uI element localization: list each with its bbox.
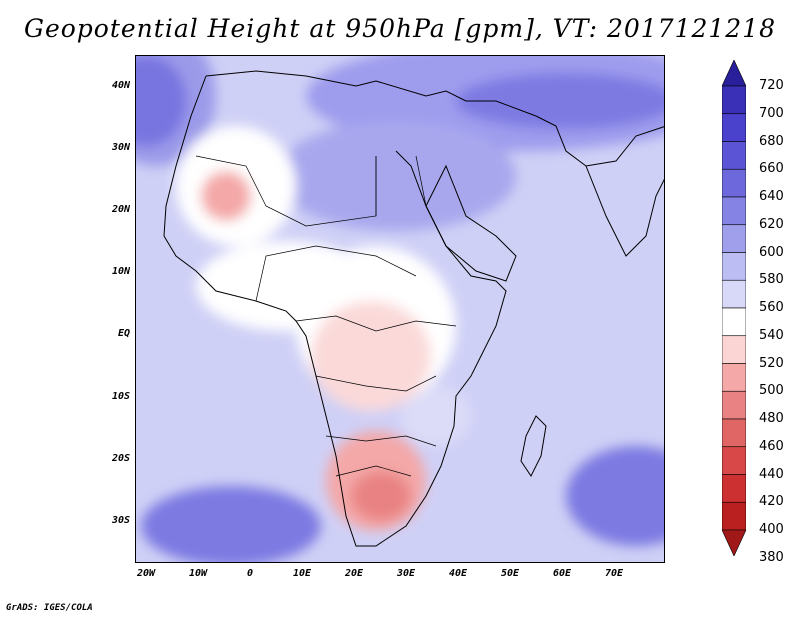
- border-congo: [315, 375, 437, 392]
- lon-tick-label: 10E: [292, 568, 312, 579]
- colorbar-swatch: [722, 418, 746, 448]
- colorbar-cells: [722, 60, 746, 556]
- lat-tick-label: 20S: [111, 453, 130, 464]
- credit-text: GrADS: IGES/COLA: [6, 603, 93, 613]
- colorbar-level-label: 580: [759, 272, 784, 288]
- map-panel: [135, 55, 665, 563]
- madagascar-coastline: [520, 415, 547, 477]
- colorbar-level-label: 380: [759, 549, 784, 565]
- colorbar-level-label: 660: [759, 161, 784, 177]
- colorbar-swatch: [722, 390, 746, 420]
- lat-tick-label: 20N: [111, 204, 130, 215]
- colorbar-swatch: [722, 335, 746, 364]
- west-sahara-low-core: [201, 171, 251, 221]
- colorbar-level-label: 480: [759, 411, 784, 426]
- colorbar-swatch: [722, 60, 746, 87]
- country-borders: [195, 155, 457, 477]
- colorbar-level-label: 680: [759, 133, 784, 149]
- border-sahel: [255, 245, 417, 302]
- colorbar-level-label: 620: [759, 216, 784, 232]
- lat-tick-label: 30N: [111, 142, 130, 153]
- atlantic-high-region: [136, 56, 216, 166]
- colorbar-swatch: [722, 224, 746, 253]
- colorbar-swatch: [722, 307, 746, 337]
- colorbar-swatch: [722, 446, 746, 475]
- colorbar-swatch: [722, 113, 746, 142]
- colorbar-level-label: 460: [759, 438, 784, 454]
- colorbar-swatch: [722, 529, 746, 556]
- colorbar-swatch: [722, 141, 746, 170]
- lon-tick-label: 10W: [188, 568, 208, 579]
- congo-low: [311, 301, 431, 411]
- colorbar-level-label: 640: [759, 189, 784, 204]
- lon-tick-label: 70E: [604, 568, 624, 579]
- border-central: [295, 315, 457, 332]
- colorbar-swatch: [722, 85, 746, 115]
- map-title: Geopotential Height at 950hPa [gpm], VT:…: [23, 14, 777, 43]
- colorbar-swatch: [722, 252, 746, 281]
- kalahari-low-core: [351, 471, 411, 521]
- map-field: [136, 56, 664, 562]
- lon-tick-label: 20W: [136, 568, 156, 579]
- lon-tick-label: 50E: [500, 568, 520, 579]
- height-field-shading: [136, 56, 664, 562]
- india-coastline: [585, 165, 664, 257]
- border-egypt-libya: [375, 155, 427, 216]
- indian-ocean-high: [566, 446, 664, 546]
- south-atlantic-high: [141, 486, 321, 562]
- colorbar-level-label: 520: [759, 355, 784, 371]
- colorbar-swatch: [722, 501, 746, 531]
- colorbar-level-label: 600: [759, 244, 784, 260]
- colorbar-level-label: 560: [759, 300, 784, 315]
- colorbar-level-label: 420: [759, 494, 784, 510]
- africa-coastline: [163, 75, 507, 547]
- arabia-coastline: [425, 164, 517, 282]
- lon-tick-label: 30E: [396, 568, 416, 579]
- lat-tick-label: 40N: [111, 80, 130, 91]
- colorbar-level-label: 400: [759, 522, 784, 537]
- northern-high-core: [456, 73, 664, 129]
- border-south: [325, 435, 437, 447]
- colorbar-swatch: [722, 363, 746, 392]
- colorbar-swatch: [722, 474, 746, 503]
- lon-tick-label: 0: [246, 568, 254, 579]
- madagascar-low: [401, 386, 471, 446]
- lat-tick-label: EQ: [117, 328, 130, 339]
- colorbar: [722, 60, 746, 556]
- north-coastline: [205, 70, 664, 167]
- colorbar-swatch: [722, 168, 746, 198]
- colorbar-level-label: 540: [759, 327, 784, 343]
- colorbar-level-label: 500: [759, 383, 784, 399]
- lon-tick-label: 20E: [344, 568, 364, 579]
- lon-tick-label: 40E: [448, 568, 468, 579]
- lat-tick-label: 10S: [111, 391, 130, 402]
- colorbar-level-label: 440: [759, 466, 784, 482]
- colorbar-level-label: 720: [759, 78, 784, 93]
- lat-tick-label: 10N: [111, 266, 130, 277]
- coastlines: [163, 70, 664, 547]
- sahara-high-region: [276, 121, 516, 231]
- lat-tick-label: 30S: [111, 515, 130, 526]
- lon-tick-label: 60E: [552, 568, 572, 579]
- colorbar-level-label: 700: [759, 105, 784, 121]
- colorbar-swatch: [722, 279, 746, 309]
- colorbar-swatch: [722, 196, 746, 226]
- border-kalahari: [335, 465, 412, 477]
